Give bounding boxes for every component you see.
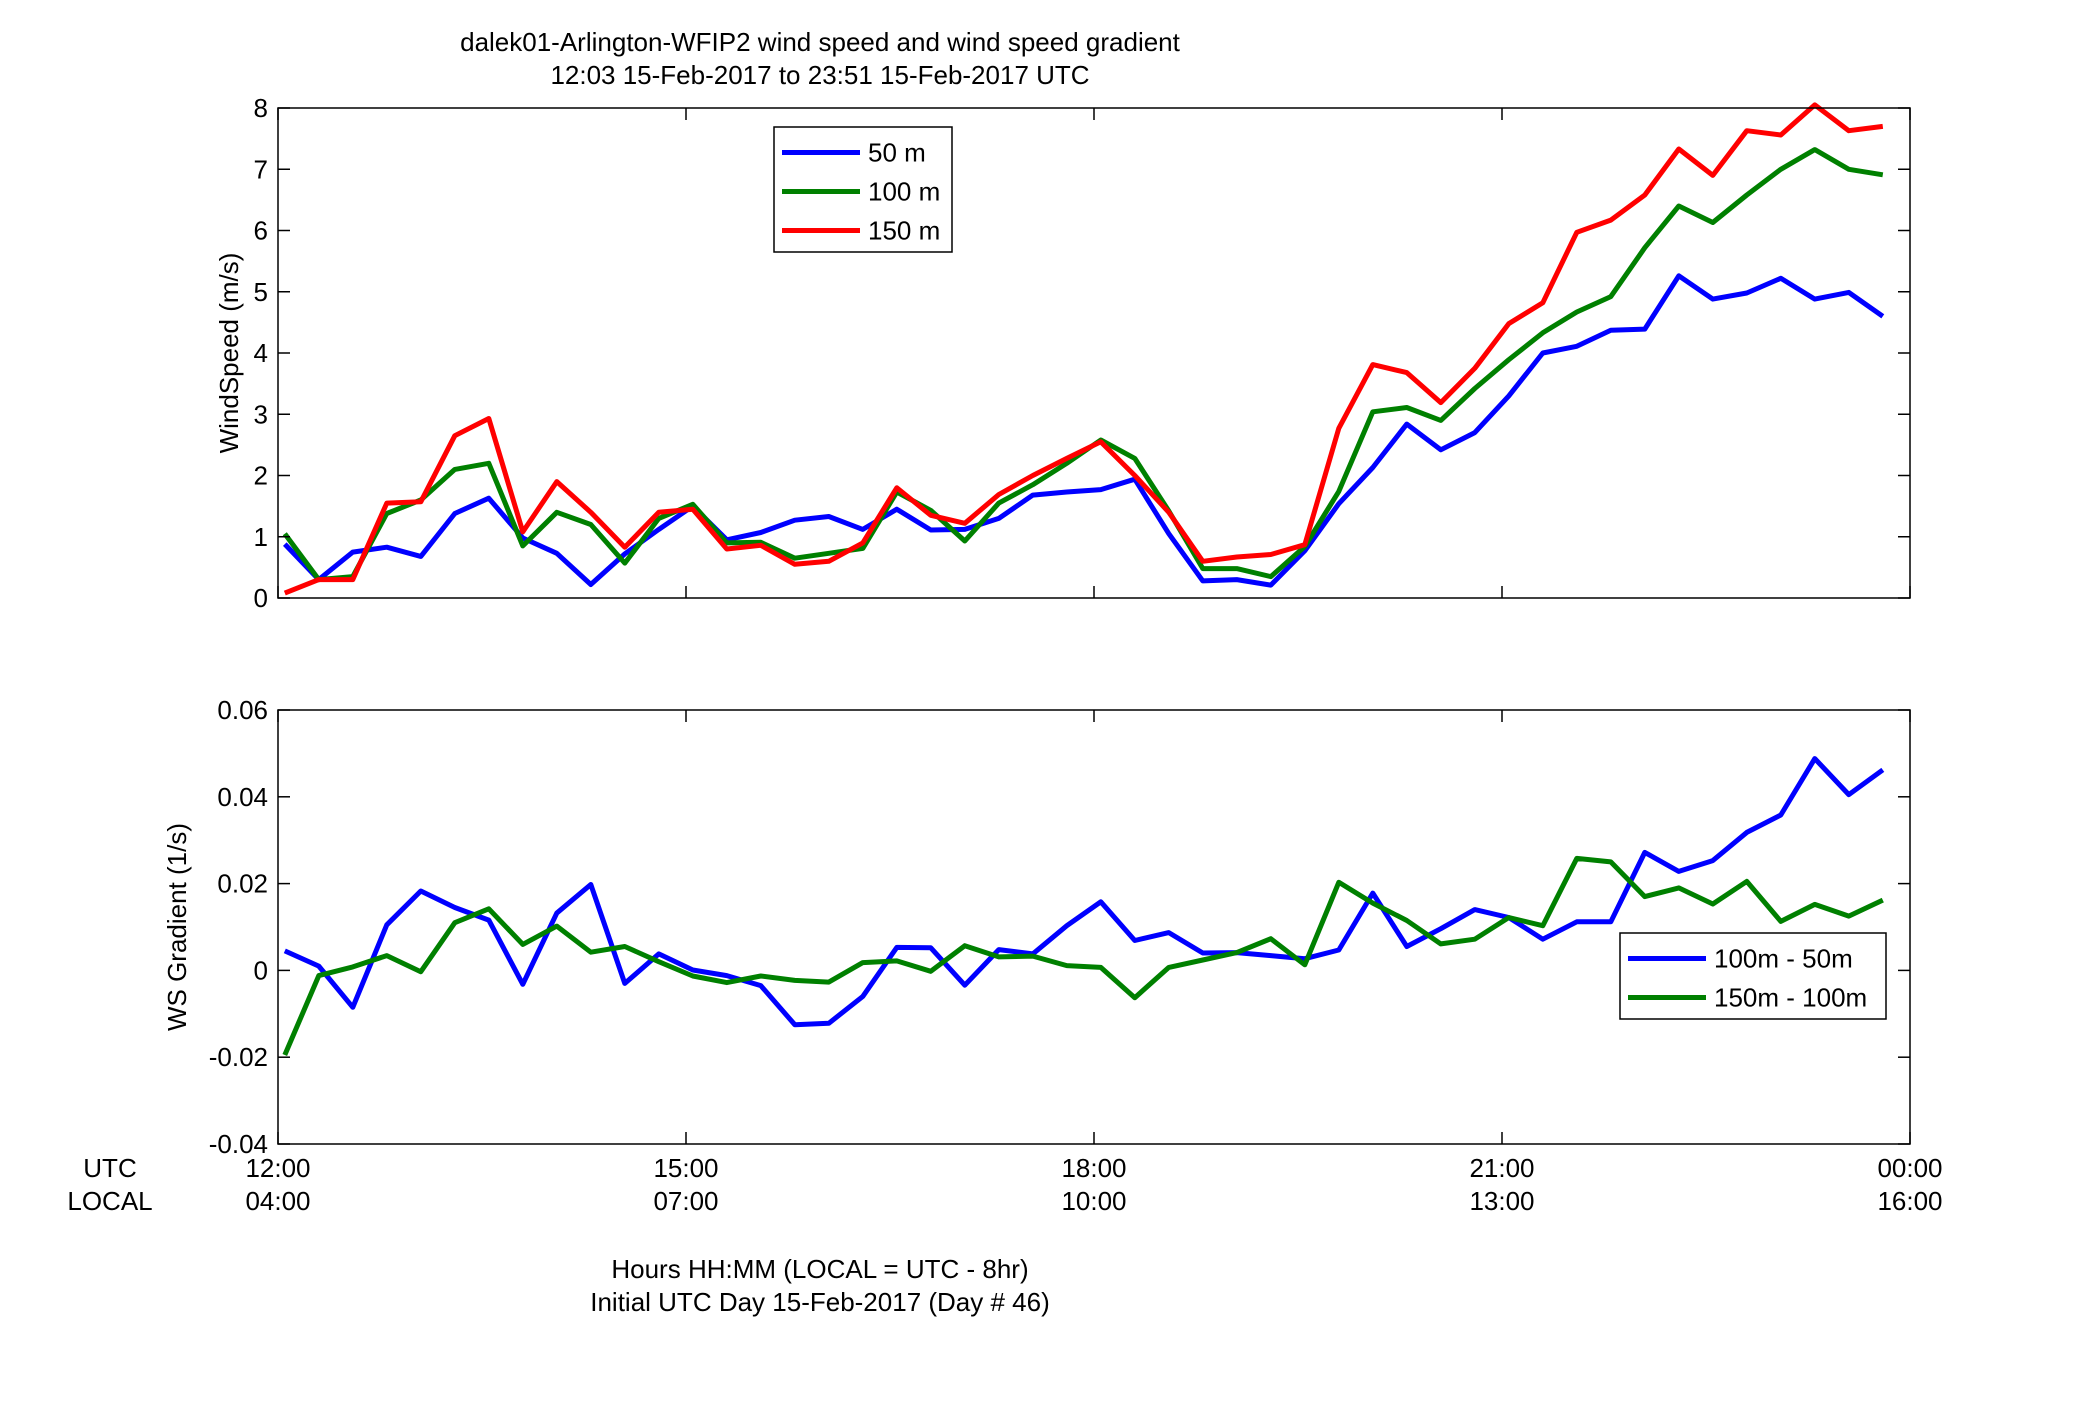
- series-line-gradient-0: [283, 756, 1885, 1028]
- gradient-lines: [282, 756, 1885, 1056]
- local-row-label: LOCAL: [67, 1186, 152, 1216]
- x-tick-label-local: 04:00: [245, 1186, 310, 1216]
- y-tick-label: 1: [254, 522, 268, 552]
- x-tick-label-local: 16:00: [1877, 1186, 1942, 1216]
- y-tick-label: -0.02: [209, 1042, 268, 1072]
- legend-box: [1619, 932, 1887, 1020]
- x-tick-label-utc: 00:00: [1877, 1153, 1942, 1183]
- y-tick-label: -0.04: [209, 1129, 268, 1159]
- x-axis-label: Hours HH:MM (LOCAL = UTC - 8hr): [611, 1254, 1028, 1284]
- y-tick-label: 0: [254, 583, 268, 613]
- y-tick-label: 0.06: [217, 695, 268, 725]
- y-tick-label: 6: [254, 216, 268, 246]
- legend-entry: 100m - 50m: [1714, 944, 1853, 974]
- x-tick-label-utc: 12:00: [245, 1153, 310, 1183]
- windspeed-y-label: WindSpeed (m/s): [214, 253, 244, 454]
- x-tick-label-local: 07:00: [653, 1186, 718, 1216]
- y-tick-label: 7: [254, 154, 268, 184]
- windspeed-panel: 0 1 2 3 4 5 6 7 8 WindSpeed (m/s) 50 m 100 m 150 m: [214, 93, 1911, 613]
- legend-entry: 150m - 100m: [1714, 983, 1867, 1013]
- x-tick-label-local: 10:00: [1061, 1186, 1126, 1216]
- x-tick-label-utc: 18:00: [1061, 1153, 1126, 1183]
- y-tick-label: 3: [254, 399, 268, 429]
- series-line-windspeed-0: [282, 273, 1885, 588]
- y-tick-label: 5: [254, 277, 268, 307]
- y-tick-label: 0.04: [217, 782, 268, 812]
- windspeed-legend: 50 m 100 m 150 m: [773, 126, 953, 253]
- y-tick-label: 0.02: [217, 869, 268, 899]
- y-tick-label: 2: [254, 461, 268, 491]
- y-tick-label: 8: [254, 93, 268, 123]
- x-tick-label-local: 13:00: [1469, 1186, 1534, 1216]
- series-line-windspeed-2: [283, 102, 1884, 596]
- windspeed-ticks: 0 1 2 3 4 5 6 7 8: [254, 93, 1911, 613]
- legend-entry: 100 m: [868, 177, 940, 207]
- windspeed-lines: [282, 102, 1885, 596]
- gradient-y-label: WS Gradient (1/s): [162, 823, 192, 1031]
- x-axis-sublabel: Initial UTC Day 15-Feb-2017 (Day # 46): [590, 1287, 1050, 1317]
- utc-row-label: UTC: [83, 1153, 136, 1183]
- y-tick-label: 4: [254, 338, 268, 368]
- chart-title: dalek01-Arlington-WFIP2 wind speed and w…: [460, 27, 1181, 57]
- gradient-panel: -0.04 -0.02 0 0.02 0.04 0.06 WS Gradient (1/s…: [162, 695, 1911, 1159]
- x-tick-label-utc: 21:00: [1469, 1153, 1534, 1183]
- legend-entry: 50 m: [868, 138, 926, 168]
- chart-subtitle: 12:03 15-Feb-2017 to 23:51 15-Feb-2017 U…: [550, 60, 1089, 90]
- series-line-gradient-1: [282, 855, 1884, 1056]
- gradient-legend: 100m - 50m 150m - 100m: [1619, 932, 1887, 1020]
- x-tick-label-utc: 15:00: [653, 1153, 718, 1183]
- legend-entry: 150 m: [868, 216, 940, 246]
- gradient-ticks: -0.04 -0.02 0 0.02 0.04 0.06: [209, 695, 1911, 1159]
- y-tick-label: 0: [254, 955, 268, 985]
